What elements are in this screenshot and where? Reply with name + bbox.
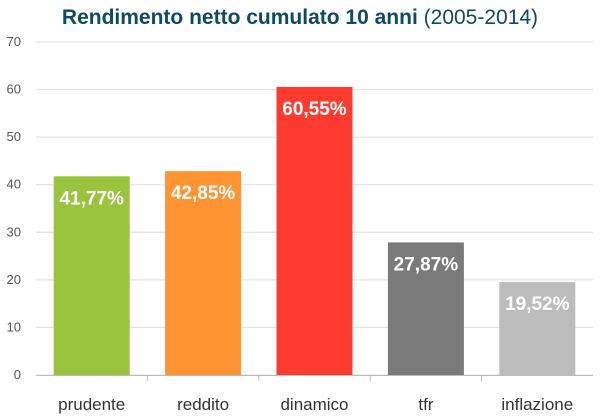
data-label: 41,77% [59,188,124,209]
x-category-label: reddito [177,395,229,414]
x-category-label: prudente [58,395,125,414]
y-tick-label: 10 [7,319,21,334]
y-tick-label: 30 [7,224,21,239]
bar [53,176,130,375]
x-axis: prudente reddito dinamico tfr inflazione [36,375,593,414]
data-label: 60,55% [282,99,347,120]
x-category-label: dinamico [280,395,348,414]
x-category-label: inflazione [501,395,573,414]
bar [276,86,353,375]
x-category-label: tfr [418,395,433,414]
data-label: 42,85% [171,183,236,204]
y-tick-label: 60 [7,82,21,97]
data-label: 27,87% [394,254,459,275]
y-tick-label: 70 [7,34,21,49]
chart-title: Rendimento netto cumulato 10 anni (2005-… [0,4,600,32]
chart-subtitle: (2005-2014) [423,6,539,29]
bar [387,242,464,375]
bar [165,171,242,375]
y-axis: 0 10 20 30 40 50 60 70 [7,34,21,382]
y-tick-label: 50 [7,129,21,144]
y-tick-label: 40 [7,177,21,192]
y-tick-label: 20 [7,272,21,287]
data-label: 19,52% [505,294,570,315]
y-tick-label: 0 [14,367,21,382]
bars: 41,77% 42,85% 60,55% 27,87% 19,52% [53,86,576,375]
chart-title-main: Rendimento netto cumulato 10 anni [61,6,418,29]
bar [499,282,576,375]
